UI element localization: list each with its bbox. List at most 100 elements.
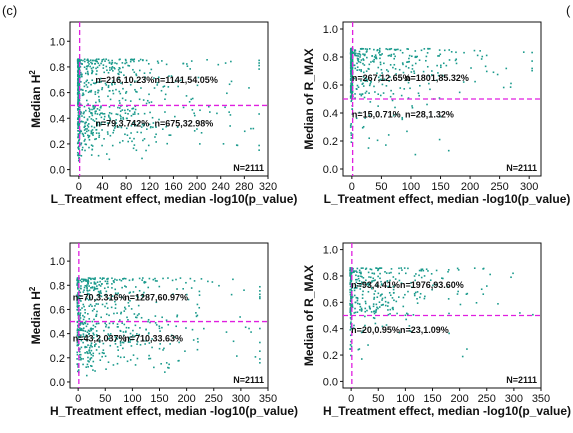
data-point — [243, 130, 246, 133]
data-point — [91, 132, 94, 135]
data-point — [103, 277, 105, 280]
data-point — [94, 277, 96, 279]
data-point — [79, 353, 82, 356]
data-point — [349, 124, 352, 127]
data-point — [114, 300, 116, 303]
data-point — [385, 144, 387, 146]
data-point — [135, 149, 138, 152]
quadrant-count-label: n=710,33.63% — [124, 333, 183, 343]
data-point — [98, 100, 101, 103]
data-point — [128, 292, 131, 294]
data-point — [131, 279, 134, 281]
data-point — [113, 67, 116, 70]
data-point — [349, 317, 352, 319]
data-point — [79, 314, 81, 316]
data-point — [362, 47, 364, 50]
data-point — [172, 293, 174, 295]
data-point — [120, 311, 123, 314]
data-point — [414, 153, 417, 156]
data-point — [375, 57, 378, 60]
x-tick-label: 250 — [205, 393, 223, 405]
data-point — [259, 358, 261, 360]
data-point — [77, 369, 80, 371]
data-point — [77, 78, 80, 81]
data-point — [106, 153, 108, 155]
data-point — [77, 118, 79, 120]
data-point — [147, 144, 150, 147]
data-point — [132, 329, 134, 332]
data-point — [88, 350, 90, 352]
data-point — [96, 58, 98, 61]
data-point — [117, 326, 119, 328]
data-point — [142, 139, 144, 142]
data-point — [378, 267, 381, 269]
data-point — [124, 133, 126, 136]
data-point — [440, 64, 442, 67]
data-point — [217, 63, 220, 66]
y-axis-title-main: Median H — [29, 291, 43, 344]
edge-panel-tag: ( — [566, 3, 571, 18]
data-point — [350, 340, 352, 343]
data-point — [88, 360, 90, 363]
data-point — [373, 61, 375, 63]
data-point — [421, 268, 424, 271]
data-point — [411, 64, 414, 67]
data-point — [111, 83, 113, 86]
data-point — [100, 292, 102, 294]
data-point — [76, 151, 79, 154]
data-point — [351, 305, 353, 307]
data-point — [239, 316, 241, 318]
data-point — [76, 358, 78, 360]
data-point — [94, 59, 96, 62]
data-point — [86, 289, 88, 292]
data-point — [420, 268, 423, 271]
data-point — [80, 62, 82, 65]
data-point — [409, 87, 411, 90]
data-point — [138, 98, 141, 101]
data-point — [232, 278, 234, 281]
data-point — [426, 52, 429, 54]
data-point — [98, 109, 101, 111]
data-point — [143, 78, 146, 81]
data-point — [86, 286, 88, 289]
data-point — [93, 126, 96, 129]
data-point — [404, 272, 407, 275]
data-point — [114, 343, 117, 345]
data-point — [88, 318, 91, 320]
data-point — [352, 52, 355, 54]
data-point — [386, 280, 388, 283]
data-point — [82, 363, 84, 366]
data-point — [124, 109, 126, 112]
data-point — [76, 305, 79, 307]
data-point — [76, 338, 79, 341]
data-point — [485, 54, 488, 57]
data-point — [104, 355, 107, 358]
data-point — [86, 351, 88, 353]
data-point — [364, 48, 367, 50]
data-point — [228, 83, 231, 86]
data-point — [484, 65, 487, 68]
data-point — [354, 93, 356, 95]
data-point — [485, 70, 488, 73]
data-point — [165, 362, 168, 364]
data-point — [125, 90, 128, 93]
data-point — [389, 313, 391, 315]
data-point — [108, 106, 111, 108]
data-point — [196, 84, 199, 87]
data-point — [159, 343, 162, 345]
data-point — [259, 327, 261, 330]
data-point — [411, 105, 413, 107]
data-point — [119, 114, 122, 117]
data-point — [83, 305, 85, 308]
data-point — [149, 357, 152, 360]
data-point — [90, 357, 93, 359]
data-point — [80, 285, 82, 287]
data-point — [129, 60, 132, 63]
data-point — [78, 108, 81, 111]
data-point — [196, 314, 199, 317]
data-point — [455, 58, 458, 61]
sample-size-label: N=2111 — [506, 163, 537, 173]
data-point — [389, 294, 392, 297]
data-point — [355, 88, 358, 90]
data-point — [422, 70, 425, 73]
